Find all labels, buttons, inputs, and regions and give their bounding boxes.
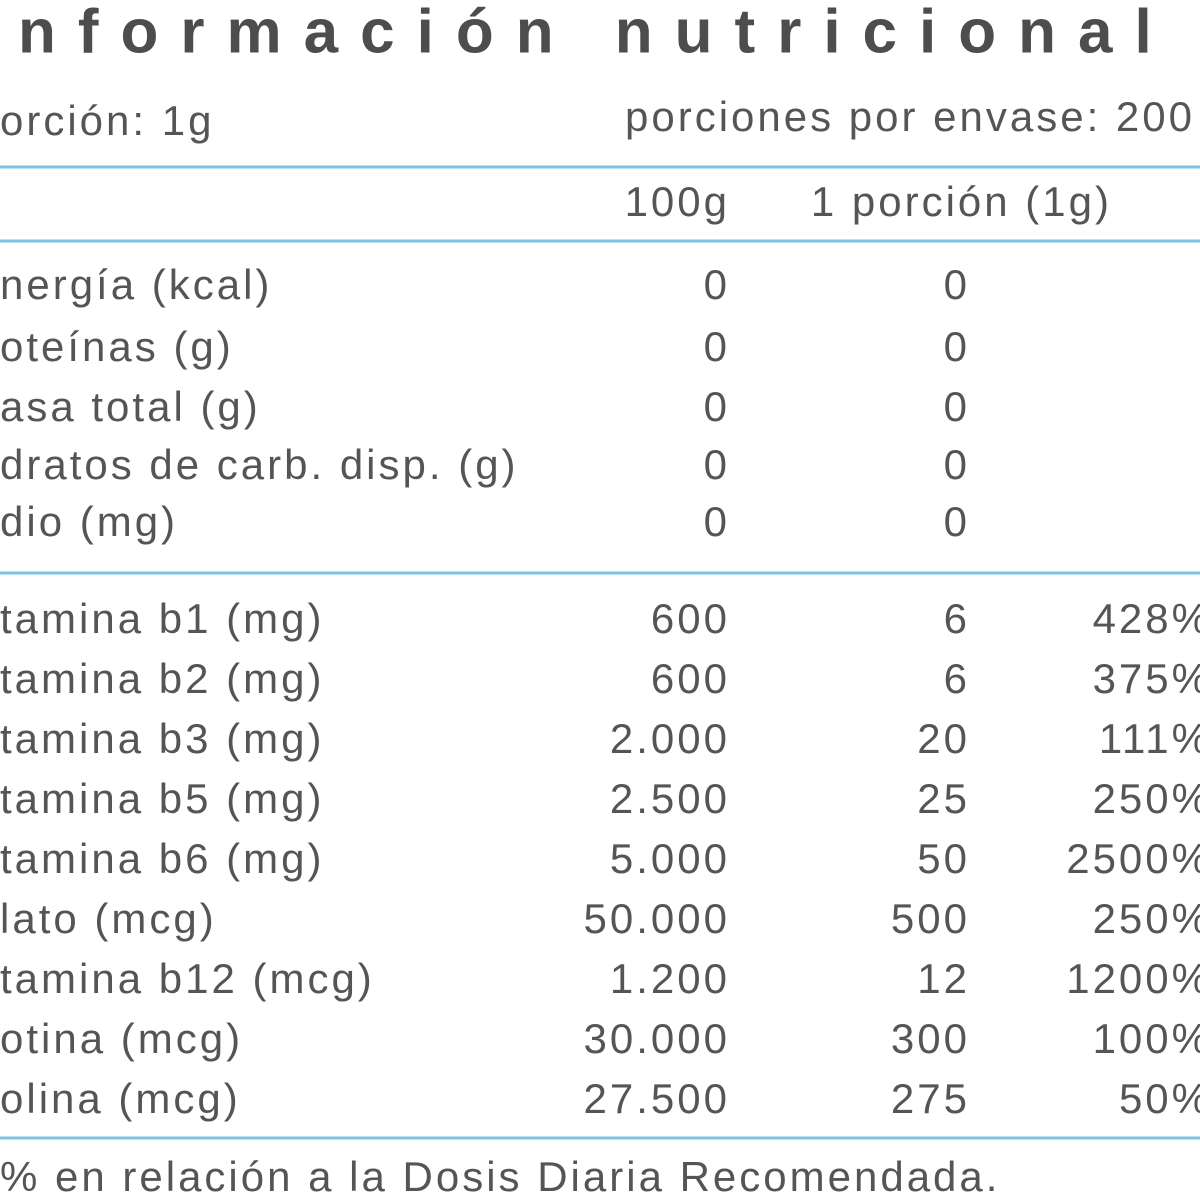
nutrient-name: tamina b3 (mg) — [0, 715, 324, 762]
nutrient-name: tamina b5 (mg) — [0, 775, 324, 822]
nutrient-name: tamina b1 (mg) — [0, 595, 324, 642]
nutrient-name: tamina b2 (mg) — [0, 655, 324, 702]
daily-value: 375% — [1093, 655, 1200, 702]
value-100g: 50.000 — [584, 895, 730, 942]
value-100g: 0 — [704, 261, 730, 308]
daily-value: 428% — [1093, 595, 1200, 642]
value-100g: 2.500 — [610, 775, 730, 822]
footnote: % en relación a la Dosis Diaria Recomend… — [0, 1153, 1000, 1200]
nutrient-name: dratos de carb. disp. (g) — [0, 441, 519, 488]
value-100g: 5.000 — [610, 835, 730, 882]
value-serving: 0 — [944, 323, 970, 370]
nutrient-name: asa total (g) — [0, 383, 261, 430]
value-100g: 600 — [651, 595, 730, 642]
value-100g: 0 — [704, 441, 730, 488]
value-serving: 0 — [944, 441, 970, 488]
nutrient-name: tamina b12 (mcg) — [0, 955, 375, 1002]
nutrient-name: oteínas (g) — [0, 323, 234, 370]
daily-value: 111% — [1099, 715, 1200, 762]
value-serving: 0 — [944, 383, 970, 430]
value-serving: 20 — [917, 715, 970, 762]
nutrient-name: olina (mcg) — [0, 1075, 241, 1122]
value-100g: 30.000 — [584, 1015, 730, 1062]
column-header: 100g — [625, 178, 730, 225]
daily-value: 250% — [1093, 895, 1200, 942]
value-serving: 300 — [891, 1015, 970, 1062]
nutrient-name: otina (mcg) — [0, 1015, 243, 1062]
nutrient-name: nergía (kcal) — [0, 261, 272, 308]
value-serving: 500 — [891, 895, 970, 942]
servings-per-container: porciones por envase: 200 — [625, 93, 1195, 140]
value-100g: 600 — [651, 655, 730, 702]
value-serving: 25 — [917, 775, 970, 822]
value-serving: 50 — [917, 835, 970, 882]
serving-size: orción: 1g — [0, 97, 214, 144]
value-serving: 12 — [917, 955, 970, 1002]
value-serving: 0 — [944, 498, 970, 545]
value-100g: 0 — [704, 383, 730, 430]
daily-value: 100% — [1093, 1015, 1200, 1062]
value-100g: 1.200 — [610, 955, 730, 1002]
nutrient-name: dio (mg) — [0, 498, 178, 545]
daily-value: 50% — [1119, 1075, 1200, 1122]
daily-value: 1200% — [1066, 955, 1200, 1002]
column-header: 1 porción (1g) — [811, 178, 1112, 225]
value-100g: 0 — [704, 323, 730, 370]
value-100g: 0 — [704, 498, 730, 545]
value-serving: 6 — [944, 655, 970, 702]
value-100g: 27.500 — [584, 1075, 730, 1122]
value-100g: 2.000 — [610, 715, 730, 762]
nutrient-name: tamina b6 (mg) — [0, 835, 324, 882]
title: nformación nutricional — [18, 0, 1174, 66]
daily-value: 2500% — [1066, 835, 1200, 882]
value-serving: 0 — [944, 261, 970, 308]
nutrient-name: lato (mcg) — [0, 895, 217, 942]
value-serving: 275 — [891, 1075, 970, 1122]
daily-value: 250% — [1093, 775, 1200, 822]
value-serving: 6 — [944, 595, 970, 642]
